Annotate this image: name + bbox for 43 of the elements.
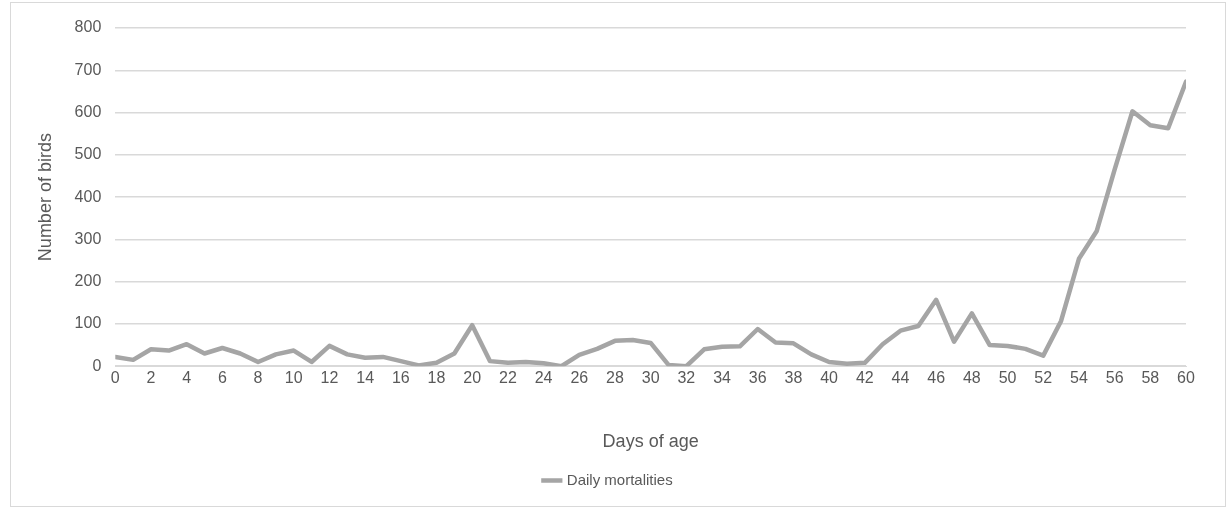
y-tick-label: 0: [92, 356, 102, 374]
y-tick-label: 700: [74, 60, 102, 78]
x-tick-label: 20: [463, 369, 482, 387]
x-tick-label: 16: [391, 369, 410, 387]
x-tick-label: 42: [855, 369, 874, 387]
x-tick-label: 30: [641, 369, 660, 387]
x-tick-label: 26: [570, 369, 589, 387]
x-tick-label: 40: [820, 369, 839, 387]
y-tick-label: 600: [74, 102, 102, 120]
x-tick-label: 60: [1177, 369, 1195, 387]
x-tick-label: 18: [427, 369, 446, 387]
x-tick-label: 54: [1070, 369, 1088, 387]
x-tick-label: 0: [110, 369, 120, 387]
x-tick-label: 50: [998, 369, 1017, 387]
x-tick-label: 8: [253, 369, 263, 387]
y-axis-title: Number of birds: [34, 133, 55, 262]
x-tick-label: 48: [962, 369, 981, 387]
x-tick-label: 38: [784, 369, 803, 387]
y-tick-label: 800: [74, 18, 102, 36]
x-tick-label: 10: [284, 369, 303, 387]
x-tick-label: 52: [1034, 369, 1053, 387]
x-tick-label: 12: [320, 369, 339, 387]
x-tick-label: 34: [713, 369, 732, 387]
x-axis-title: Days of age: [602, 431, 699, 452]
y-tick-label: 200: [74, 272, 102, 290]
x-tick-label: 24: [534, 369, 553, 387]
legend-label: Daily mortalities: [566, 470, 673, 488]
x-tick-label: 4: [182, 369, 192, 387]
y-tick-label: 500: [74, 145, 102, 163]
x-tick-label: 14: [356, 369, 375, 387]
x-tick-label: 58: [1141, 369, 1160, 387]
x-tick-label: 36: [748, 369, 767, 387]
x-tick-label: 22: [498, 369, 517, 387]
x-tick-label: 56: [1105, 369, 1124, 387]
y-tick-label: 400: [74, 187, 102, 205]
x-tick-label: 6: [217, 369, 227, 387]
y-tick-label: 100: [74, 314, 102, 332]
x-tick-label: 28: [606, 369, 624, 387]
y-tick-label: 300: [74, 229, 102, 247]
x-tick-label: 2: [146, 369, 156, 387]
x-tick-label: 32: [677, 369, 696, 387]
x-tick-label: 46: [927, 369, 946, 387]
x-tick-label: 44: [891, 369, 910, 387]
